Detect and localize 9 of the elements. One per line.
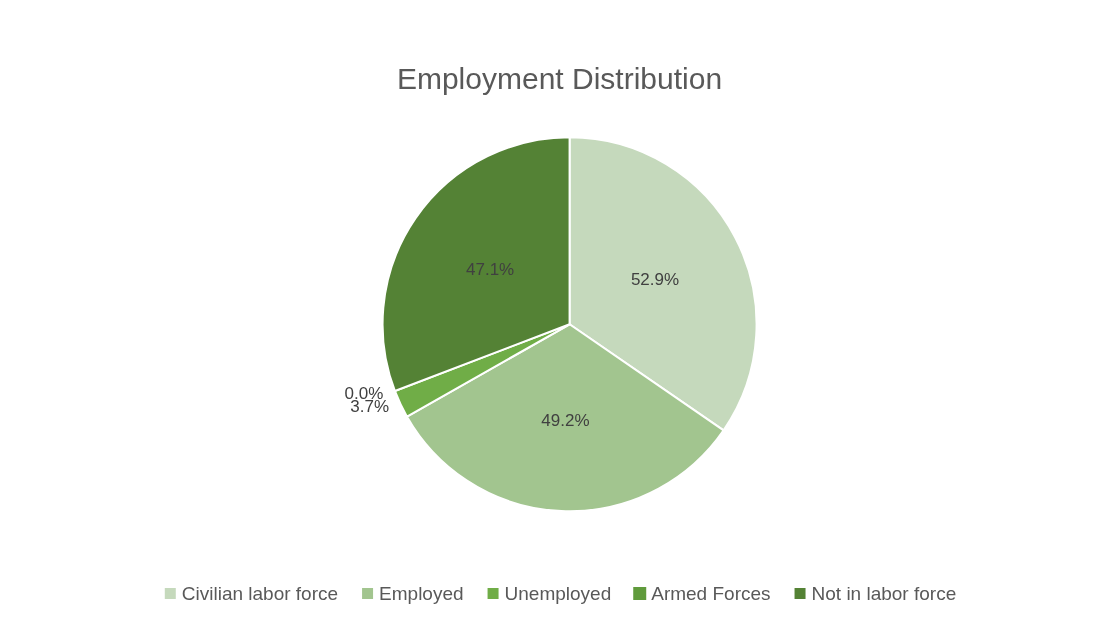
- data-label: 49.2%: [541, 411, 590, 431]
- legend-label: Armed Forces: [651, 583, 771, 604]
- legend-label: Not in labor force: [811, 583, 957, 604]
- chart-title: Employment Distribution: [396, 61, 723, 95]
- legend-label: Unemployed: [504, 583, 612, 604]
- legend-label: Civilian labor force: [181, 583, 339, 604]
- data-label: 47.1%: [465, 260, 515, 280]
- data-label: 52.9%: [630, 269, 680, 289]
- legend-label: Employed: [379, 583, 464, 604]
